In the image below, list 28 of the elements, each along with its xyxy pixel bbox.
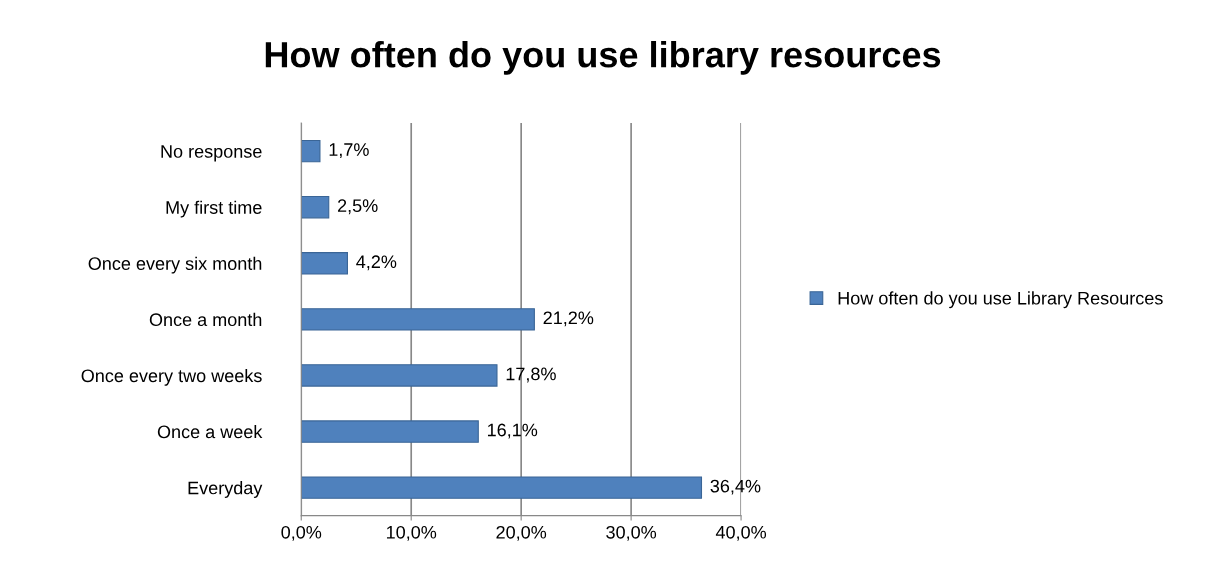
y-tick-label: Once every two weeks (81, 368, 262, 386)
bar (301, 420, 479, 443)
x-tick-label: 30,0% (606, 525, 657, 541)
x-tick-label: 10,0% (386, 525, 437, 541)
legend-label: How often do you use Library Resources (838, 291, 1163, 309)
bar (301, 195, 330, 219)
data-label: 1,7% (329, 143, 369, 159)
y-tick-label: No response (161, 145, 262, 162)
bar (301, 308, 535, 331)
x-tick-label: 40,0% (715, 525, 767, 541)
y-tick-label: Once every six month (88, 256, 262, 274)
data-label: 16,1% (487, 423, 538, 439)
data-label: 4,2% (356, 255, 397, 271)
data-label: 17,8% (506, 367, 556, 383)
chart-title: How often do you use library resources (265, 41, 941, 75)
data-label: 21,2% (543, 311, 594, 327)
y-tick-label: Once a month (149, 312, 262, 327)
bar (301, 476, 703, 499)
bar (301, 139, 321, 163)
y-tick-label: Once a week (157, 425, 263, 439)
bar (301, 252, 348, 275)
y-tick-label: My first time (166, 200, 262, 218)
data-label: 36,4% (710, 479, 761, 495)
x-tick-label: 20,0% (496, 525, 547, 541)
x-tick-label: 0,0% (281, 525, 322, 541)
y-tick-label: Everyday (188, 481, 263, 498)
bar (301, 364, 498, 387)
data-label: 2,5% (337, 199, 378, 215)
